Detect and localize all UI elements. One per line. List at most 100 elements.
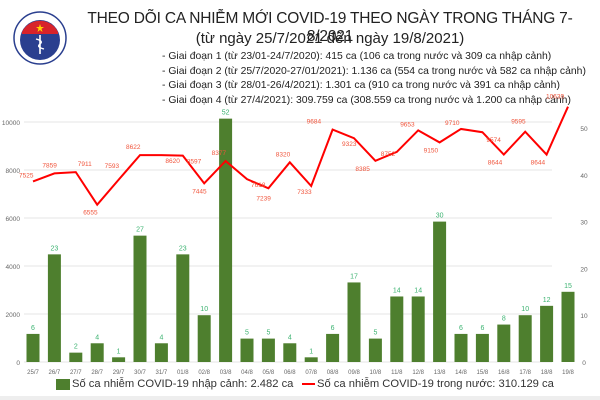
legend-item-domestic: Số ca nhiễm COVID-19 trong nước: 310.129…	[302, 378, 554, 390]
phase-item: - Giai đoạn 1 (từ 23/01-24/7/2020): 415 …	[162, 51, 552, 62]
bar-imported	[69, 352, 83, 362]
bar-imported	[390, 296, 404, 362]
right-axis-tick: 50	[580, 126, 588, 133]
bar-imported	[304, 357, 318, 362]
phase-item: - Giai đoạn 4 (từ 27/4/2021): 309.759 ca…	[162, 94, 571, 106]
x-axis-tick: 02/8	[198, 370, 210, 376]
line-value-label: 8620	[165, 158, 180, 165]
line-value-label: 7593	[105, 163, 120, 170]
left-axis-tick: 6000	[6, 216, 21, 223]
bar-value-label: 14	[393, 287, 401, 294]
bar-imported	[347, 282, 361, 362]
bar-value-label: 14	[414, 287, 422, 294]
legend-label-imported: Số ca nhiễm COVID-19 nhập cảnh: 2.482 ca	[72, 378, 294, 390]
line-value-label: 8385	[355, 166, 370, 173]
bar-imported	[326, 333, 340, 362]
right-axis-tick: 20	[580, 266, 588, 273]
x-axis-tick: 19/8	[562, 370, 574, 376]
ministry-logo	[12, 10, 68, 66]
bar-value-label: 5	[266, 330, 270, 337]
bar-value-label: 4	[288, 334, 292, 341]
x-axis-tick: 12/8	[412, 370, 424, 376]
bar-imported	[197, 315, 211, 362]
x-axis-tick: 17/8	[519, 370, 531, 376]
line-value-label: 6555	[83, 210, 98, 217]
x-axis-tick: 07/8	[305, 370, 317, 376]
x-axis-tick: 30/7	[134, 370, 146, 376]
line-value-label: 7333	[297, 189, 312, 196]
line-value-label: 10639	[546, 94, 564, 101]
left-axis-tick: 10000	[2, 120, 20, 127]
ministry-of-health-emblem-icon	[13, 11, 67, 65]
bar-imported	[561, 291, 575, 362]
line-value-label: 8597	[187, 159, 202, 166]
phase-summary-list: - Giai đoạn 1 (từ 23/01-24/7/2020): 415 …	[162, 50, 586, 108]
bar-value-label: 27	[136, 227, 144, 234]
bar-imported	[261, 338, 275, 362]
line-value-label: 7618	[251, 182, 266, 189]
bar-imported	[133, 235, 147, 362]
bar-value-label: 1	[309, 348, 313, 355]
bar-imported	[26, 333, 40, 362]
bar-imported	[90, 343, 104, 362]
x-axis-tick: 09/8	[348, 370, 360, 376]
line-value-label: 9323	[342, 141, 357, 148]
bottom-border	[0, 396, 600, 400]
x-axis-tick: 31/7	[156, 370, 168, 376]
x-axis-tick: 14/8	[455, 370, 467, 376]
line-value-label: 8377	[212, 150, 227, 157]
bar-imported	[411, 296, 425, 362]
bar-value-label: 6	[480, 325, 484, 332]
bar-value-label: 10	[521, 306, 529, 313]
bar-value-label: 17	[350, 273, 358, 280]
bar-value-label: 5	[373, 330, 377, 337]
bar-value-label: 2	[74, 344, 78, 351]
bar-imported	[368, 338, 382, 362]
bar-value-label: 4	[95, 334, 99, 341]
line-swatch-icon	[302, 383, 315, 385]
bar-imported	[540, 305, 554, 362]
bar-imported	[176, 254, 190, 362]
x-axis-tick: 15/8	[477, 370, 489, 376]
legend-item-imported: Số ca nhiễm COVID-19 nhập cảnh: 2.482 ca	[56, 378, 293, 390]
x-axis-tick: 10/8	[370, 370, 382, 376]
bar-imported	[475, 333, 489, 362]
bar-value-label: 8	[502, 316, 506, 323]
line-value-label: 9150	[424, 147, 439, 154]
line-value-label: 8320	[276, 151, 291, 158]
bar-imported	[283, 343, 297, 362]
x-axis-tick: 04/8	[241, 370, 253, 376]
line-value-label: 7911	[78, 161, 92, 168]
x-axis-tick: 25/7	[27, 370, 39, 376]
bar-imported	[497, 324, 511, 362]
x-axis-tick: 11/8	[391, 370, 403, 376]
bar-imported	[154, 343, 168, 362]
line-value-label: 8644	[488, 160, 503, 167]
phase-item: - Giai đoạn 3 (từ 28/01-26/4/2021): 1.30…	[162, 80, 560, 91]
bar-imported	[240, 338, 254, 362]
bar-value-label: 12	[543, 297, 551, 304]
bar-value-label: 6	[331, 325, 335, 332]
x-axis-tick: 16/8	[498, 370, 510, 376]
x-axis-tick: 13/8	[434, 370, 446, 376]
x-axis-tick: 28/7	[91, 370, 103, 376]
bar-value-label: 52	[222, 110, 230, 117]
bar-swatch-icon	[56, 378, 70, 390]
line-value-label: 7445	[192, 188, 207, 195]
left-axis-tick: 2000	[6, 312, 21, 319]
x-axis-tick: 18/8	[541, 370, 553, 376]
right-axis-tick: 40	[580, 173, 588, 180]
x-axis-tick: 01/8	[177, 370, 189, 376]
chart-subtitle: (từ ngày 25/7/2021 đến ngày 19/8/2021)	[195, 30, 465, 47]
line-value-label: 9574	[486, 137, 501, 144]
bar-value-label: 1	[117, 348, 121, 355]
line-value-label: 9595	[511, 119, 526, 126]
chart-title: THEO DÕI CA NHIỄM MỚI COVID-19 THEO NGÀY…	[87, 10, 573, 45]
x-axis-tick: 29/7	[113, 370, 125, 376]
bar-value-label: 5	[245, 330, 249, 337]
right-axis-tick: 0	[582, 360, 586, 367]
bar-value-label: 30	[436, 213, 444, 220]
line-value-label: 8752	[381, 151, 396, 158]
legend-label-domestic: Số ca nhiễm COVID-19 trong nước: 310.129…	[317, 378, 554, 390]
